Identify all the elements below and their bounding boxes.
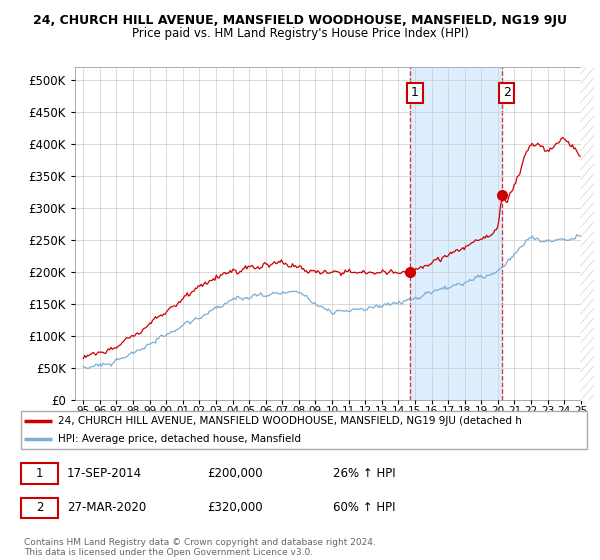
Text: 2: 2 xyxy=(503,86,511,99)
Text: 60% ↑ HPI: 60% ↑ HPI xyxy=(333,501,395,515)
Text: 27-MAR-2020: 27-MAR-2020 xyxy=(67,501,146,515)
Text: 2: 2 xyxy=(36,501,43,515)
Text: £200,000: £200,000 xyxy=(207,467,263,480)
Text: 26% ↑ HPI: 26% ↑ HPI xyxy=(333,467,396,480)
Bar xyxy=(21,498,58,518)
Text: £320,000: £320,000 xyxy=(207,501,263,515)
Text: 17-SEP-2014: 17-SEP-2014 xyxy=(67,467,142,480)
Text: Contains HM Land Registry data © Crown copyright and database right 2024.
This d: Contains HM Land Registry data © Crown c… xyxy=(24,538,376,557)
FancyBboxPatch shape xyxy=(21,411,587,449)
Text: Price paid vs. HM Land Registry's House Price Index (HPI): Price paid vs. HM Land Registry's House … xyxy=(131,27,469,40)
Text: 1: 1 xyxy=(36,467,43,480)
Text: 24, CHURCH HILL AVENUE, MANSFIELD WOODHOUSE, MANSFIELD, NG19 9JU (detached h: 24, CHURCH HILL AVENUE, MANSFIELD WOODHO… xyxy=(58,416,522,426)
Bar xyxy=(410,67,502,400)
Text: HPI: Average price, detached house, Mansfield: HPI: Average price, detached house, Mans… xyxy=(58,434,301,444)
Text: 1: 1 xyxy=(411,86,419,99)
Bar xyxy=(21,464,58,484)
Text: 24, CHURCH HILL AVENUE, MANSFIELD WOODHOUSE, MANSFIELD, NG19 9JU: 24, CHURCH HILL AVENUE, MANSFIELD WOODHO… xyxy=(33,14,567,27)
